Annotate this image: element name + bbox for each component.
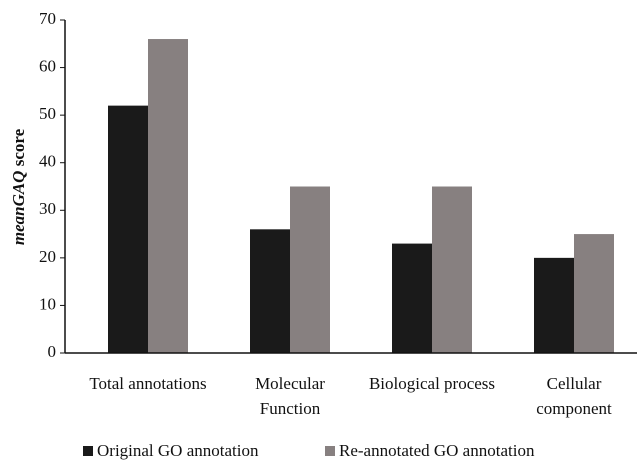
bar <box>574 234 614 353</box>
bar <box>250 229 290 353</box>
x-tick-label: Cellular component <box>536 374 612 418</box>
y-label-italic: meanGAQ <box>9 171 28 246</box>
legend-label: Re-annotated GO annotation <box>339 441 535 460</box>
x-tick-label: Total annotations <box>89 374 207 393</box>
x-tick-label: Biological process <box>368 374 496 393</box>
bar <box>432 186 472 353</box>
bar <box>148 39 188 354</box>
y-tick-label: 60 <box>39 56 56 75</box>
legend-swatch <box>325 446 335 456</box>
y-tick-label: 20 <box>39 247 56 266</box>
bar <box>392 243 432 353</box>
y-tick-label: 30 <box>39 199 56 218</box>
bar <box>534 257 574 353</box>
y-tick-label: 40 <box>39 152 56 171</box>
legend-swatch <box>83 446 93 456</box>
bar <box>108 105 148 353</box>
y-tick-label: 50 <box>39 104 56 123</box>
y-tick-label: 70 <box>39 9 56 28</box>
y-label-plain: score <box>9 128 28 166</box>
bar <box>290 186 330 353</box>
y-axis-label: meanGAQ score <box>9 128 28 245</box>
x-tick-label: Molecular Function <box>255 374 325 418</box>
legend-label: Original GO annotation <box>97 441 259 460</box>
y-tick-label: 0 <box>48 342 57 361</box>
y-tick-label: 10 <box>39 294 56 313</box>
